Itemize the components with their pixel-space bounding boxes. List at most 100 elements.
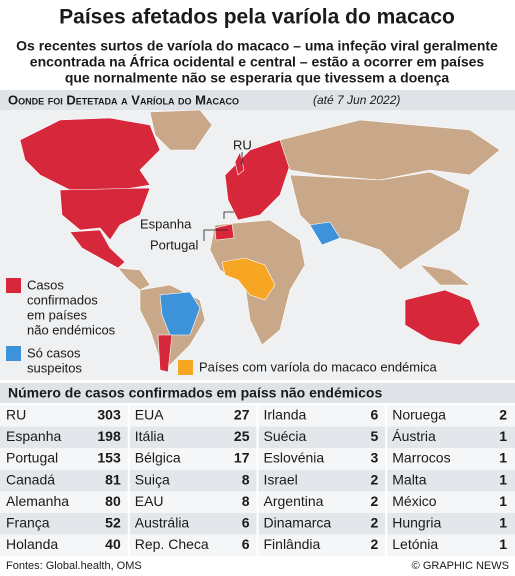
case-count: 1 xyxy=(499,428,507,444)
case-count: 1 xyxy=(499,450,507,466)
case-count: 1 xyxy=(499,515,507,531)
case-count: 25 xyxy=(234,428,250,444)
country-name: Eslovénia xyxy=(264,450,325,466)
central-america xyxy=(117,267,151,291)
canada xyxy=(19,117,161,191)
case-count: 27 xyxy=(234,407,250,423)
usa xyxy=(59,187,151,241)
legend-label: não endémicos xyxy=(27,322,116,337)
country-name: Marrocos xyxy=(392,450,450,466)
table-heading: Número de casos confirmados em paíss não… xyxy=(8,385,382,401)
legend-swatch xyxy=(6,278,21,293)
uk xyxy=(234,151,245,176)
country-name: México xyxy=(392,493,437,509)
country-name: Hungria xyxy=(392,515,441,531)
country-name: Holanda xyxy=(6,536,58,552)
australia xyxy=(404,289,481,346)
endemic-africa xyxy=(221,257,276,301)
country-name: Dinamarca xyxy=(264,515,332,531)
case-count: 52 xyxy=(105,515,121,531)
case-count: 3 xyxy=(370,450,378,466)
mexico xyxy=(69,229,126,269)
legend-swatch xyxy=(6,346,21,361)
map-label: Espanha xyxy=(140,216,192,231)
country-name: EUA xyxy=(135,407,164,423)
country-name: EAU xyxy=(135,493,164,509)
case-count: 17 xyxy=(234,450,250,466)
legend-label: suspeitos xyxy=(27,360,82,375)
case-count: 81 xyxy=(105,471,121,487)
country-name: Portugal xyxy=(6,450,58,466)
case-count: 2 xyxy=(370,536,378,552)
case-count: 5 xyxy=(370,428,378,444)
argentina xyxy=(157,334,173,373)
case-count: 1 xyxy=(499,471,507,487)
case-count: 2 xyxy=(370,515,378,531)
case-count: 2 xyxy=(370,471,378,487)
greenland xyxy=(149,109,213,151)
country-name: Austrália xyxy=(135,515,190,531)
country-name: Letónia xyxy=(392,536,438,552)
case-count: 6 xyxy=(370,407,378,423)
legend-label: Países com varíola do macaco endémica xyxy=(199,359,437,374)
case-count: 6 xyxy=(242,536,250,552)
legend-label: Casos xyxy=(27,277,64,292)
case-count: 40 xyxy=(105,536,121,552)
case-count: 2 xyxy=(499,407,507,423)
country-name: RU xyxy=(6,407,26,423)
subtitle: Os recentes surtos de varíola do macaco … xyxy=(16,38,498,54)
case-count: 8 xyxy=(242,471,250,487)
case-count: 80 xyxy=(105,493,121,509)
country-name: Israel xyxy=(264,471,298,487)
country-name: Argentina xyxy=(264,493,324,509)
country-name: Suécia xyxy=(264,428,307,444)
country-name: Suiça xyxy=(135,471,170,487)
case-count: 8 xyxy=(242,493,250,509)
country-name: Áustria xyxy=(392,428,436,444)
case-count: 198 xyxy=(97,428,121,444)
country-name: Malta xyxy=(392,471,426,487)
morocco xyxy=(214,223,235,241)
map-label: Portugal xyxy=(150,237,199,252)
country-name: Canadá xyxy=(6,471,55,487)
legend-label: confirmados xyxy=(27,292,98,307)
country-name: Alemanha xyxy=(6,493,69,509)
title: Países afetados pela varíola do macaco xyxy=(59,6,455,29)
case-count: 1 xyxy=(499,536,507,552)
country-name: Rep. Checa xyxy=(135,536,209,552)
country-name: Noruega xyxy=(392,407,446,423)
country-name: Bélgica xyxy=(135,450,181,466)
map-heading: Oonde foi Detetada a Varíola do Macaco xyxy=(8,92,239,107)
table-heading-bar xyxy=(0,383,515,403)
country-name: Espanha xyxy=(6,428,61,444)
legend-swatch xyxy=(178,360,193,375)
legend-label: em países xyxy=(27,307,87,322)
country-name: França xyxy=(6,515,50,531)
country-name: Finlândia xyxy=(264,536,321,552)
leader-line xyxy=(223,211,234,219)
case-count: 303 xyxy=(97,407,121,423)
case-count: 1 xyxy=(499,493,507,509)
country-name: Irlanda xyxy=(264,407,307,423)
map-heading-bar xyxy=(0,90,515,110)
map-label: RU xyxy=(233,137,252,152)
case-count: 2 xyxy=(370,493,378,509)
source: Fontes: Global.health, OMS xyxy=(6,560,142,572)
world-map xyxy=(19,109,501,373)
case-count: 153 xyxy=(97,450,121,466)
indonesia xyxy=(419,264,471,286)
subtitle: encontrada na África ocidental e central… xyxy=(30,54,485,70)
middle-east xyxy=(309,221,341,246)
brazil xyxy=(159,291,201,336)
russia xyxy=(279,119,501,181)
subtitle: que nornalmente não se esperaria que tiv… xyxy=(65,70,450,86)
case-count: 6 xyxy=(242,515,250,531)
country-name: Itália xyxy=(135,428,165,444)
credit: © GRAPHIC NEWS xyxy=(412,560,509,572)
leader-line xyxy=(203,229,228,241)
legend-label: Só casos xyxy=(27,345,81,360)
map-date: (até 7 Jun 2022) xyxy=(313,93,400,107)
